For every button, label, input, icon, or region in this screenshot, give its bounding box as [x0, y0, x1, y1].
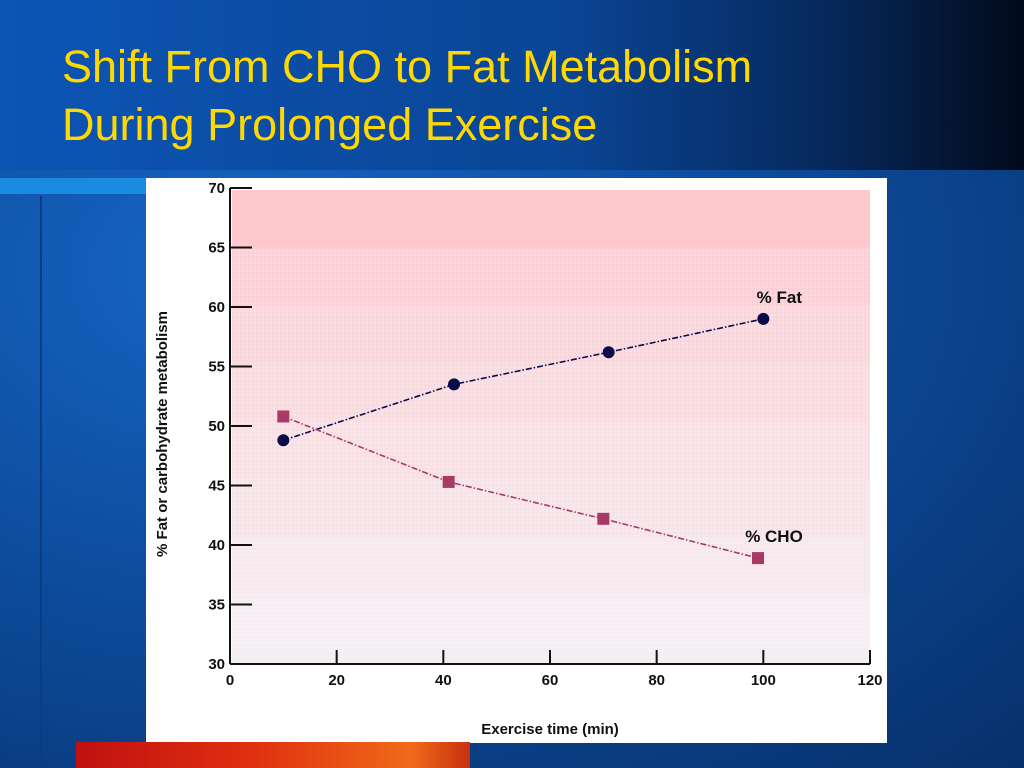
- metabolism-line-chart: 30 35 40 45 50 55 60 65 70 0 20 40 60 80 100 120 % Fat%…: [154, 180, 883, 738]
- y-tick-label: 50: [208, 418, 225, 435]
- y-tick-label: 65: [208, 240, 225, 257]
- axis-ticks: 30 35 40 45 50 55 60 65 70 0 20 40 60 80 100 120: [208, 180, 882, 689]
- slide-title: Shift From CHO to Fat Metabolism During …: [62, 38, 752, 154]
- y-tick-label: 30: [208, 656, 225, 673]
- y-tick-label: 55: [208, 359, 225, 376]
- data-point-fat: [277, 434, 290, 447]
- data-point-fat: [602, 346, 615, 359]
- x-tick-label: 120: [857, 672, 882, 689]
- series-label-fat: % Fat: [757, 288, 803, 307]
- data-point-cho: [277, 410, 290, 423]
- slide-title-line-2: During Prolonged Exercise: [62, 99, 598, 150]
- series-line-fat: [283, 318, 764, 442]
- background-band-texture: [232, 247, 870, 306]
- y-tick-label: 35: [208, 597, 225, 614]
- y-tick-label: 40: [208, 537, 225, 554]
- data-point-cho: [597, 512, 610, 525]
- x-tick-label: 100: [751, 672, 776, 689]
- data-point-cho: [442, 475, 455, 488]
- background-band-texture: [232, 594, 870, 653]
- series-line-cho: [283, 415, 759, 559]
- y-tick-label: 70: [208, 180, 225, 197]
- data-point-fat: [757, 312, 770, 325]
- background-band-texture: [232, 363, 870, 422]
- background-band-texture: [232, 478, 870, 537]
- background-bands: [232, 190, 870, 664]
- accent-strip: [0, 178, 146, 194]
- background-band-texture: [232, 421, 870, 480]
- x-tick-label: 20: [328, 672, 345, 689]
- series-layer: % Fat % CHO: [277, 288, 803, 565]
- x-tick-label: 80: [648, 672, 665, 689]
- background-band-texture: [232, 536, 870, 595]
- x-tick-label: 40: [435, 672, 452, 689]
- bottom-accent-bar: [76, 742, 470, 768]
- x-axis-label: Exercise time (min): [481, 721, 619, 738]
- y-tick-label: 60: [208, 299, 225, 316]
- background-band-texture: [232, 305, 870, 364]
- background-band: [232, 190, 870, 249]
- x-tick-label: 0: [226, 672, 234, 689]
- slide-title-line-1: Shift From CHO to Fat Metabolism: [62, 41, 753, 92]
- series-label-cho: % CHO: [745, 527, 803, 546]
- x-tick-label: 60: [542, 672, 559, 689]
- data-point-cho: [752, 552, 764, 565]
- data-point-fat: [448, 378, 460, 391]
- y-axis-label: % Fat or carbohydrate metabolism: [154, 311, 171, 557]
- title-bar: [0, 0, 1024, 170]
- y-tick-label: 45: [208, 478, 225, 495]
- chart-panel: 30 35 40 45 50 55 60 65 70 0 20 40 60 80 100 120 % Fat%…: [146, 178, 887, 743]
- left-rule: [40, 196, 42, 768]
